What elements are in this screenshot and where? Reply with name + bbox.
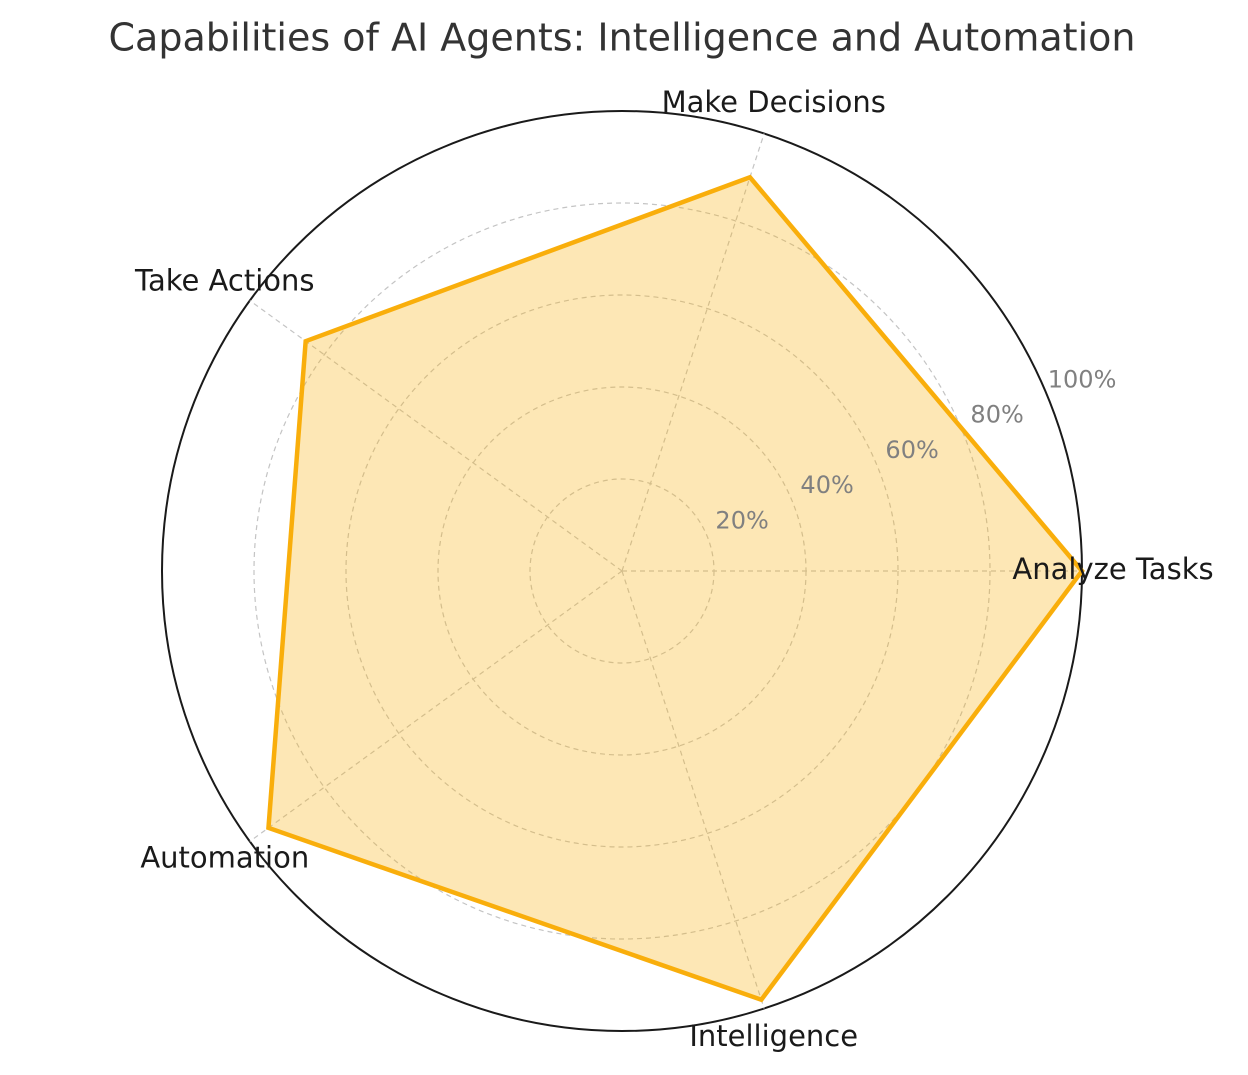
r-tick-label: 40% [800, 471, 853, 499]
category-label: Make Decisions [662, 85, 886, 119]
grid-ring [253, 202, 991, 940]
spoke [249, 300, 623, 572]
category-label: Take Actions [134, 263, 314, 297]
r-tick-label: 80% [970, 401, 1023, 429]
spoke [621, 133, 765, 572]
category-label: Intelligence [689, 1019, 858, 1053]
grid-ring [345, 294, 899, 848]
category-label: Analyze Tasks [1012, 552, 1213, 586]
radar-area [266, 174, 1085, 1003]
spoke [621, 570, 765, 1009]
r-tick-label: 20% [715, 506, 768, 534]
category-label: Automation [140, 841, 309, 875]
r-tick-label: 100% [1048, 365, 1117, 393]
r-tick-label: 60% [885, 436, 938, 464]
chart-title: Capabilities of AI Agents: Intelligence … [109, 16, 1136, 60]
spoke [249, 570, 623, 842]
